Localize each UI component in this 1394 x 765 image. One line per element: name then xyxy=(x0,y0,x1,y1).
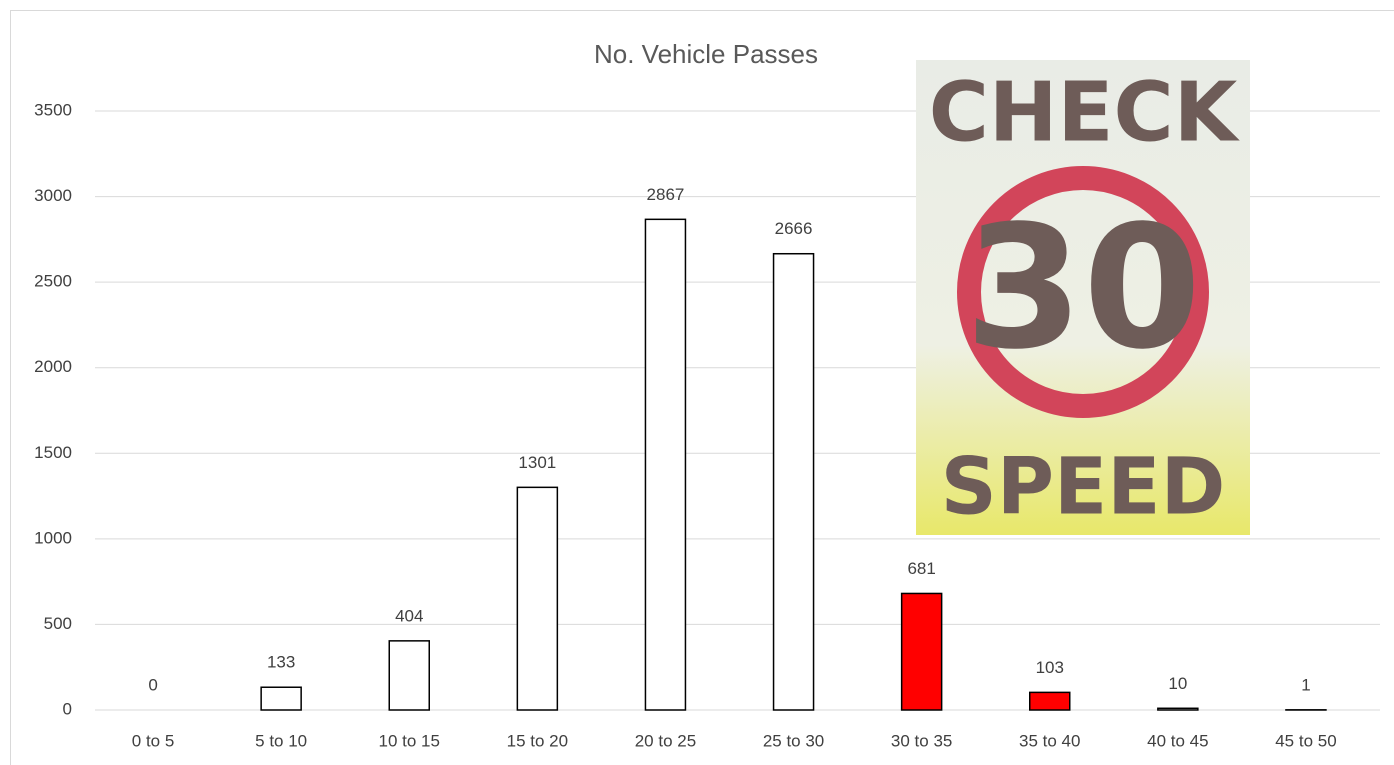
sign-number: 30 xyxy=(965,189,1202,387)
y-tick-label: 0 xyxy=(63,699,72,718)
y-tick-label: 2500 xyxy=(34,272,72,291)
x-tick-label: 10 to 15 xyxy=(379,731,440,750)
data-label: 1 xyxy=(1301,675,1310,694)
x-tick-label: 5 to 10 xyxy=(255,731,307,750)
data-label: 2867 xyxy=(647,185,685,204)
x-tick-label: 25 to 30 xyxy=(763,731,824,750)
x-tick-label: 40 to 45 xyxy=(1147,731,1208,750)
data-label: 1301 xyxy=(518,453,556,472)
chart: No. Vehicle Passes 0 500 1000 1500 2000 2500 3… xyxy=(0,0,1394,765)
x-tick-label: 35 to 40 xyxy=(1019,731,1080,750)
data-label: 404 xyxy=(395,606,423,625)
data-label: 2666 xyxy=(775,219,813,238)
y-tick-label: 1500 xyxy=(34,443,72,462)
x-tick-label: 0 to 5 xyxy=(132,731,175,750)
y-tick-label: 2000 xyxy=(34,357,72,376)
x-tick-label: 15 to 20 xyxy=(507,731,568,750)
sign-image: CHECK 30 SPEED xyxy=(916,60,1250,535)
bar xyxy=(389,641,429,710)
bar xyxy=(1158,708,1198,710)
bar xyxy=(517,487,557,710)
y-tick-label: 1000 xyxy=(34,528,72,547)
sign-top-text: CHECK xyxy=(929,65,1241,160)
x-tick-label: 45 to 50 xyxy=(1275,731,1336,750)
y-tick-label: 3000 xyxy=(34,186,72,205)
x-tick-label: 20 to 25 xyxy=(635,731,696,750)
bar xyxy=(902,593,942,710)
data-label: 133 xyxy=(267,653,295,672)
bar xyxy=(261,687,301,710)
sign-bottom-text: SPEED xyxy=(941,442,1226,532)
y-tick-label: 500 xyxy=(44,614,72,633)
chart-title: No. Vehicle Passes xyxy=(594,39,818,69)
data-label: 10 xyxy=(1168,674,1187,693)
data-label: 681 xyxy=(907,559,935,578)
y-tick-label: 3500 xyxy=(34,100,72,119)
x-tick-label: 30 to 35 xyxy=(891,731,952,750)
bar xyxy=(774,254,814,710)
bar xyxy=(645,219,685,710)
bar xyxy=(1030,692,1070,710)
data-label: 0 xyxy=(148,675,157,694)
page: No. Vehicle Passes 0 500 1000 1500 2000 2500 3… xyxy=(0,0,1394,765)
data-label: 103 xyxy=(1036,658,1064,677)
